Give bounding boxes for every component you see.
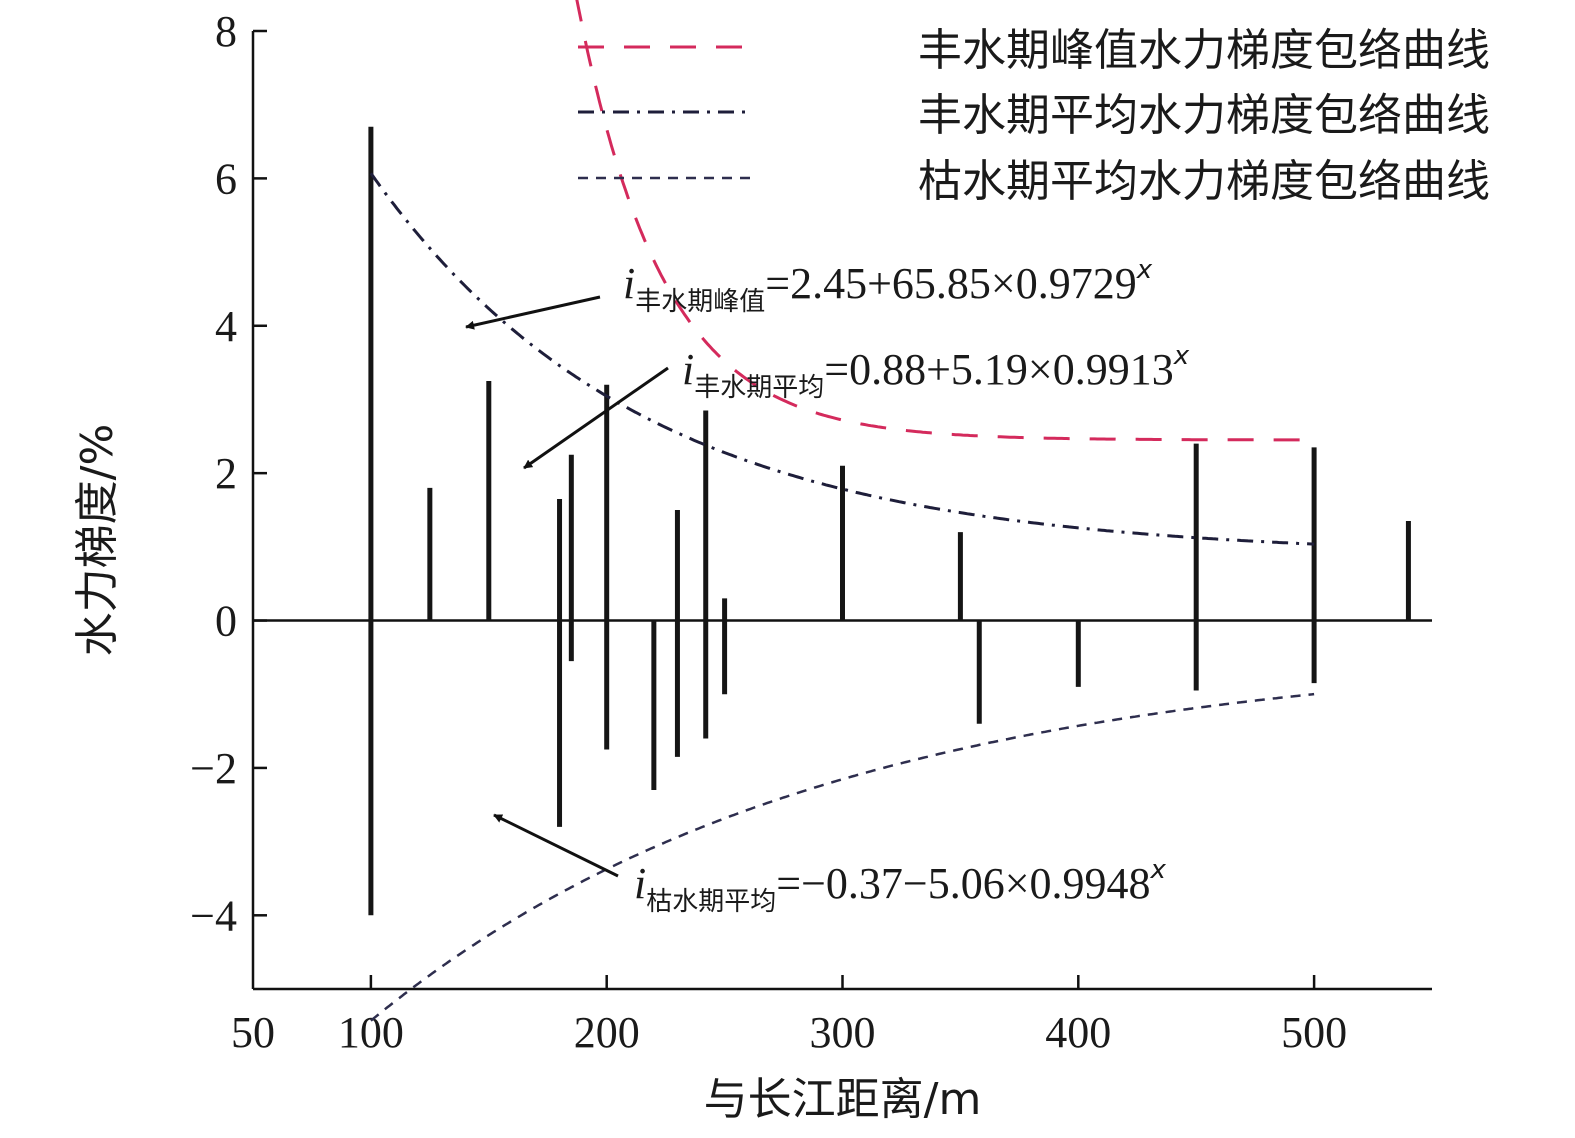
- equation-subscript: 丰水期峰值: [635, 287, 765, 317]
- x-tick-label: 200: [574, 1008, 640, 1057]
- y-tick-label: 2: [215, 449, 237, 498]
- equation-subscript: 枯水期平均: [646, 887, 776, 917]
- y-tick-label: −4: [190, 891, 237, 940]
- y-tick-label: 8: [215, 7, 237, 56]
- equation-rhs: =2.45+65.85×0.9729: [765, 259, 1136, 308]
- equation-rhs: =0.88+5.19×0.9913: [824, 345, 1173, 394]
- equation-rhs: =−0.37−5.06×0.9948: [776, 859, 1150, 908]
- envelope-curve-1: [575, 0, 1315, 442]
- y-tick-label: 0: [215, 597, 237, 646]
- axes: −4 −2 0 2 4 6 8 50 100 200 300 400 500 与长江距离/m 水力梯度/%: [72, 7, 1432, 1125]
- equation-variable: i: [623, 259, 635, 308]
- envelope-curve-2: [369, 172, 1315, 546]
- y-tick-label: 6: [215, 154, 237, 203]
- y-axis-title: 水力梯度/%: [72, 424, 123, 657]
- equation-exponent: x: [1173, 341, 1190, 371]
- legend-label-3: 枯水期平均水力梯度包络曲线: [918, 156, 1490, 207]
- x-axis-title: 与长江距离/m: [704, 1074, 982, 1125]
- equation-2: i丰水期平均=0.88+5.19×0.9913x: [682, 341, 1190, 403]
- equation-1: i丰水期峰值=2.45+65.85×0.9729x: [623, 255, 1153, 317]
- annotation-arrow-1: [465, 295, 601, 330]
- x-tick-label: 100: [338, 1008, 404, 1057]
- annotation-arrow-2: [523, 366, 669, 470]
- equation-variable: i: [682, 345, 694, 394]
- range-bars: [368, 126, 1411, 916]
- equation-3: i枯水期平均=−0.37−5.06×0.9948x: [634, 855, 1167, 917]
- equation-variable: i: [634, 859, 646, 908]
- y-tick-label: 4: [215, 302, 237, 351]
- x-tick-label: 50: [231, 1008, 275, 1057]
- legend-label-1: 丰水期峰值水力梯度包络曲线: [918, 25, 1490, 76]
- equation-exponent: x: [1136, 255, 1153, 285]
- legend-label-2: 丰水期平均水力梯度包络曲线: [918, 90, 1490, 141]
- envelope-curve-3: [370, 692, 1315, 1022]
- envelope-curves: [369, 0, 1315, 1022]
- x-tick-label: 300: [810, 1008, 876, 1057]
- y-tick-label: −2: [190, 744, 237, 793]
- equation-exponent: x: [1150, 855, 1167, 885]
- equation-subscript: 丰水期平均: [694, 373, 824, 403]
- equation-annotations: i丰水期峰值=2.45+65.85×0.9729xi丰水期平均=0.88+5.1…: [465, 255, 1190, 917]
- x-tick-label: 400: [1045, 1008, 1111, 1057]
- x-tick-label: 500: [1281, 1008, 1347, 1057]
- annotation-arrow-3: [493, 813, 619, 878]
